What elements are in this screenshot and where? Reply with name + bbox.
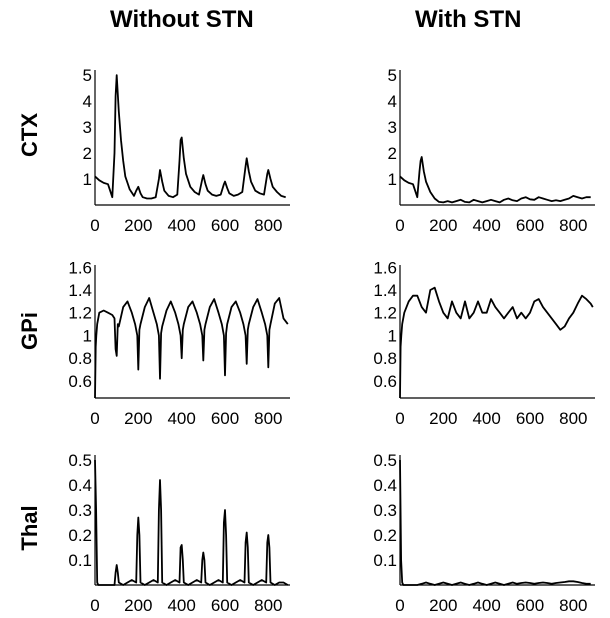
x-tick-label: 400: [167, 596, 195, 615]
x-tick-label: 800: [559, 596, 587, 615]
series-line: [94, 74, 286, 200]
y-tick-label: 0.4: [373, 476, 397, 495]
chart-panel-3: 0.6 0.8 1 1.2 1.4 1.6 0 200 400 600 800: [373, 258, 595, 428]
x-tick-label: 400: [472, 596, 500, 615]
x-tick-label: 600: [211, 596, 239, 615]
y-tick-label: 2: [388, 144, 397, 163]
x-tick-label: 0: [395, 216, 404, 235]
x-tick-label: 400: [472, 216, 500, 235]
chart-panel-4: 0.1 0.2 0.3 0.4 0.5 0 200 400 600 800: [68, 451, 290, 615]
y-tick-label: 1.2: [373, 304, 397, 323]
x-tick-label: 200: [124, 596, 152, 615]
x-tick-label: 800: [559, 409, 587, 428]
y-tick-label: 0.2: [68, 526, 92, 545]
x-tick-label: 200: [124, 409, 152, 428]
y-tick-label: 1.2: [68, 304, 92, 323]
series-line: [94, 297, 289, 399]
y-tick-label: 4: [83, 92, 92, 111]
x-tick-label: 200: [429, 216, 457, 235]
y-tick-label: 4: [388, 92, 397, 111]
x-tick-label: 0: [395, 596, 404, 615]
series-line: [399, 156, 591, 204]
y-tick-label: 2: [83, 144, 92, 163]
x-tick-label: 800: [254, 409, 282, 428]
x-tick-label: 400: [167, 216, 195, 235]
y-tick-label: 1: [388, 170, 397, 189]
x-tick-label: 600: [516, 409, 544, 428]
y-tick-label: 0.1: [373, 551, 397, 570]
y-tick-label: 1.4: [68, 281, 92, 300]
y-tick-label: 3: [83, 118, 92, 137]
x-tick-label: 600: [516, 216, 544, 235]
x-tick-label: 400: [167, 409, 195, 428]
chart-panel-1: 1 2 3 4 5 0 200 400 600 800: [388, 66, 595, 235]
y-tick-label: 0.6: [68, 372, 92, 391]
series-line: [399, 286, 594, 399]
column-title-without-stn: Without STN: [110, 6, 254, 33]
x-tick-label: 200: [429, 409, 457, 428]
y-tick-label: 0.5: [68, 451, 92, 470]
y-tick-label: 1: [388, 326, 397, 345]
x-tick-label: 200: [429, 596, 457, 615]
x-tick-label: 0: [90, 216, 99, 235]
chart-panel-0: 1 2 3 4 5 0 200 400 600 800: [83, 66, 290, 235]
y-tick-label: 1: [83, 170, 92, 189]
x-tick-label: 800: [559, 216, 587, 235]
y-tick-label: 1.6: [68, 258, 92, 277]
chart-panel-2: 0.6 0.8 1 1.2 1.4 1.6 0 200 400 600 800: [68, 258, 290, 428]
column-title-with-stn: With STN: [415, 6, 522, 33]
y-tick-label: 1.6: [373, 258, 397, 277]
y-tick-label: 0.3: [68, 501, 92, 520]
x-tick-label: 0: [90, 596, 99, 615]
x-tick-label: 400: [472, 409, 500, 428]
y-tick-label: 0.6: [373, 372, 397, 391]
x-tick-label: 800: [254, 216, 282, 235]
y-tick-label: 0.3: [373, 501, 397, 520]
series-line: [94, 459, 289, 586]
y-tick-label: 0.8: [373, 349, 397, 368]
x-tick-label: 0: [395, 409, 404, 428]
y-tick-label: 0.8: [68, 349, 92, 368]
series-line: [399, 459, 591, 586]
y-tick-label: 0.4: [68, 476, 92, 495]
y-tick-label: 5: [388, 66, 397, 85]
y-tick-label: 1: [83, 326, 92, 345]
y-tick-label: 0.1: [68, 551, 92, 570]
x-tick-label: 600: [516, 596, 544, 615]
chart-panel-5: 0.1 0.2 0.3 0.4 0.5 0 200 400 600 800: [373, 451, 595, 615]
x-tick-label: 800: [254, 596, 282, 615]
y-tick-label: 5: [83, 66, 92, 85]
x-tick-label: 200: [124, 216, 152, 235]
y-tick-label: 3: [388, 118, 397, 137]
x-tick-label: 600: [211, 409, 239, 428]
y-tick-label: 0.2: [373, 526, 397, 545]
y-tick-label: 0.5: [373, 451, 397, 470]
y-tick-label: 1.4: [373, 281, 397, 300]
x-tick-label: 0: [90, 409, 99, 428]
x-tick-label: 600: [211, 216, 239, 235]
